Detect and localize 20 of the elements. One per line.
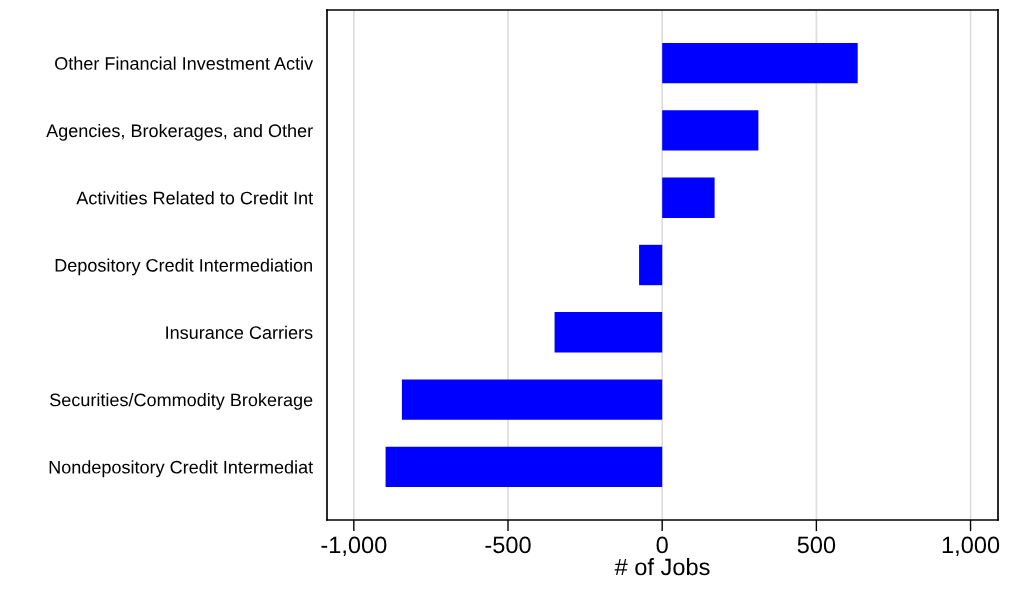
y-tick-label: Securities/Commodity Brokerage — [50, 393, 313, 410]
bar — [662, 42, 858, 84]
bar — [554, 312, 663, 353]
y-tick-label: Insurance Carriers — [166, 325, 313, 339]
x-tick-label: 0 — [656, 536, 668, 554]
y-tick-label: Activities Related to Credit Int — [76, 191, 313, 205]
y-tick-label: Nondepository Credit Intermediat — [49, 460, 313, 478]
x-tick-label: -1,000 — [321, 536, 387, 557]
y-tick-label: Depository Credit Intermediation — [55, 258, 312, 276]
bar — [401, 379, 663, 420]
bar — [385, 446, 663, 488]
x-axis-title: # of Jobs — [614, 557, 710, 576]
y-tick-label: Other Financial Investment Activ — [55, 56, 314, 70]
bar — [639, 244, 663, 286]
x-tick-label: 500 — [797, 536, 836, 554]
x-tick-label: -500 — [485, 536, 531, 554]
y-tick-label: Agencies, Brokerages, and Other — [46, 123, 313, 141]
bar — [662, 177, 715, 218]
bar — [662, 110, 759, 151]
x-tick-label: 1,000 — [942, 536, 1000, 557]
